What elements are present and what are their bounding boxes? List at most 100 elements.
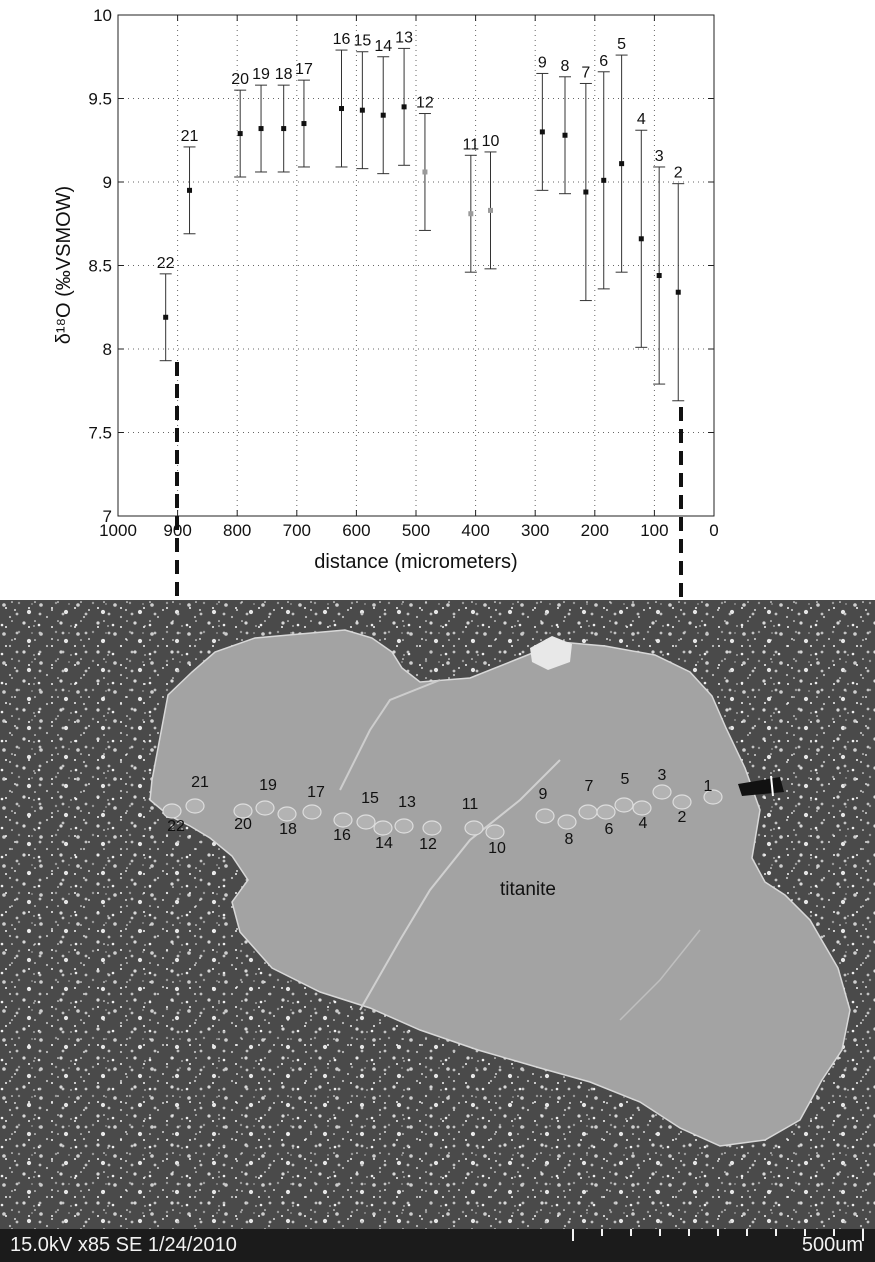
y-tick-label: 8 xyxy=(103,340,112,359)
analysis-spot xyxy=(485,824,505,840)
y-axis-label: δ¹⁸O (‰VSMOW) xyxy=(53,186,75,344)
data-point xyxy=(163,314,169,320)
analysis-spot xyxy=(596,804,616,820)
data-point xyxy=(359,107,365,113)
data-point xyxy=(281,126,287,132)
data-point xyxy=(656,273,662,279)
chart: 1000 900 800 700 600 500 400 300 200 100 0 77.588.… xyxy=(53,6,719,600)
analysis-spot xyxy=(356,814,376,830)
data-point-label: 20 xyxy=(231,71,249,88)
data-point-label: 3 xyxy=(655,148,664,165)
data-point xyxy=(601,177,607,183)
analysis-spot xyxy=(394,818,414,834)
data-point-label: 8 xyxy=(561,58,570,75)
data-point-label: 4 xyxy=(637,111,646,128)
y-tick-label: 7.5 xyxy=(88,424,112,443)
data-point xyxy=(468,211,474,217)
y-tick-label: 7 xyxy=(103,507,112,526)
analysis-spot xyxy=(233,803,253,819)
x-tick-label: 300 xyxy=(521,521,549,540)
sem-image: 1 2 3 4 5 6 7 8 9 10 11 12 13 14 15 16 17 18 19 20 21 22 tita… xyxy=(0,600,875,1262)
data-point-label: 18 xyxy=(275,66,293,83)
x-tick-label: 500 xyxy=(402,521,430,540)
data-point xyxy=(675,289,681,295)
x-tick-label: 400 xyxy=(461,521,489,540)
data-point xyxy=(488,207,493,213)
analysis-spot xyxy=(578,804,598,820)
spot-label: 16 xyxy=(333,827,351,844)
spot-label: 9 xyxy=(539,786,548,803)
data-point-label: 5 xyxy=(617,36,626,53)
data-point-label: 6 xyxy=(599,53,608,70)
x-tick-label: 1000 xyxy=(99,521,137,540)
data-point-label: 13 xyxy=(395,29,413,46)
spot-label: 21 xyxy=(191,774,209,791)
spot-label: 1 xyxy=(704,778,713,795)
grid xyxy=(118,15,714,516)
grain-crack xyxy=(359,759,561,1011)
x-axis-label: distance (micrometers) xyxy=(314,551,517,573)
axis-ticks xyxy=(117,14,715,517)
titanite-grain xyxy=(149,629,851,1147)
analysis-spot xyxy=(162,803,182,819)
data-point xyxy=(583,189,589,195)
data-points xyxy=(163,104,681,320)
x-tick-labels: 1000 900 800 700 600 500 400 300 200 100 0 xyxy=(99,521,719,540)
analysis-spot xyxy=(652,784,672,800)
scale-label: 500um xyxy=(801,1234,863,1256)
y-tick-label: 9.5 xyxy=(88,90,112,109)
data-point xyxy=(638,236,644,242)
analysis-spot xyxy=(614,797,634,813)
spot-label: 6 xyxy=(605,821,614,838)
data-point-label: 21 xyxy=(181,128,199,145)
analysis-spot xyxy=(185,798,205,814)
spot-label: 2 xyxy=(678,809,687,826)
data-point xyxy=(339,106,344,112)
grain-inclusion xyxy=(530,636,572,670)
data-point-label: 7 xyxy=(581,64,590,81)
analysis-spot xyxy=(255,800,275,816)
y-tick-label: 9 xyxy=(103,173,112,192)
analysis-spot xyxy=(422,820,442,836)
data-point xyxy=(619,161,625,167)
data-point-label: 2 xyxy=(674,165,683,182)
spot-label: 10 xyxy=(488,840,506,857)
data-point-label: 15 xyxy=(353,33,371,50)
data-point-label: 14 xyxy=(374,38,392,55)
analysis-spot xyxy=(302,804,322,820)
spot-label: 4 xyxy=(639,815,648,832)
spot-label: 14 xyxy=(375,835,393,852)
data-point-label: 10 xyxy=(482,133,500,150)
data-point xyxy=(301,121,307,127)
sem-info-bar: 15.0kV x85 SE 1/24/2010 500um xyxy=(0,1229,875,1262)
data-point-label: 22 xyxy=(157,255,175,272)
y-tick-label: 10 xyxy=(93,6,112,25)
analysis-spot xyxy=(535,808,555,824)
spot-label: 5 xyxy=(621,771,630,788)
x-tick-label: 0 xyxy=(709,521,718,540)
analysis-spot xyxy=(672,794,692,810)
data-point-label: 16 xyxy=(333,31,351,48)
data-point xyxy=(562,132,568,138)
spot-label: 18 xyxy=(279,821,297,838)
analysis-spot xyxy=(277,806,297,822)
spot-label: 20 xyxy=(234,816,252,833)
data-point xyxy=(380,112,386,118)
x-tick-label: 100 xyxy=(640,521,668,540)
spot-label: 13 xyxy=(398,794,416,811)
x-tick-label: 700 xyxy=(283,521,311,540)
spot-label: 15 xyxy=(361,790,379,807)
spot-label: 3 xyxy=(658,767,667,784)
analysis-spot xyxy=(557,814,577,830)
data-point xyxy=(539,129,545,135)
analysis-spot xyxy=(703,789,723,805)
sem-metadata: 15.0kV x85 SE 1/24/2010 xyxy=(10,1234,237,1256)
data-point xyxy=(401,104,407,110)
scale-bar xyxy=(572,1229,864,1241)
data-point xyxy=(237,131,243,137)
spot-label: 19 xyxy=(259,777,277,794)
data-point-label: 11 xyxy=(463,136,480,153)
analysis-spot xyxy=(373,820,393,836)
